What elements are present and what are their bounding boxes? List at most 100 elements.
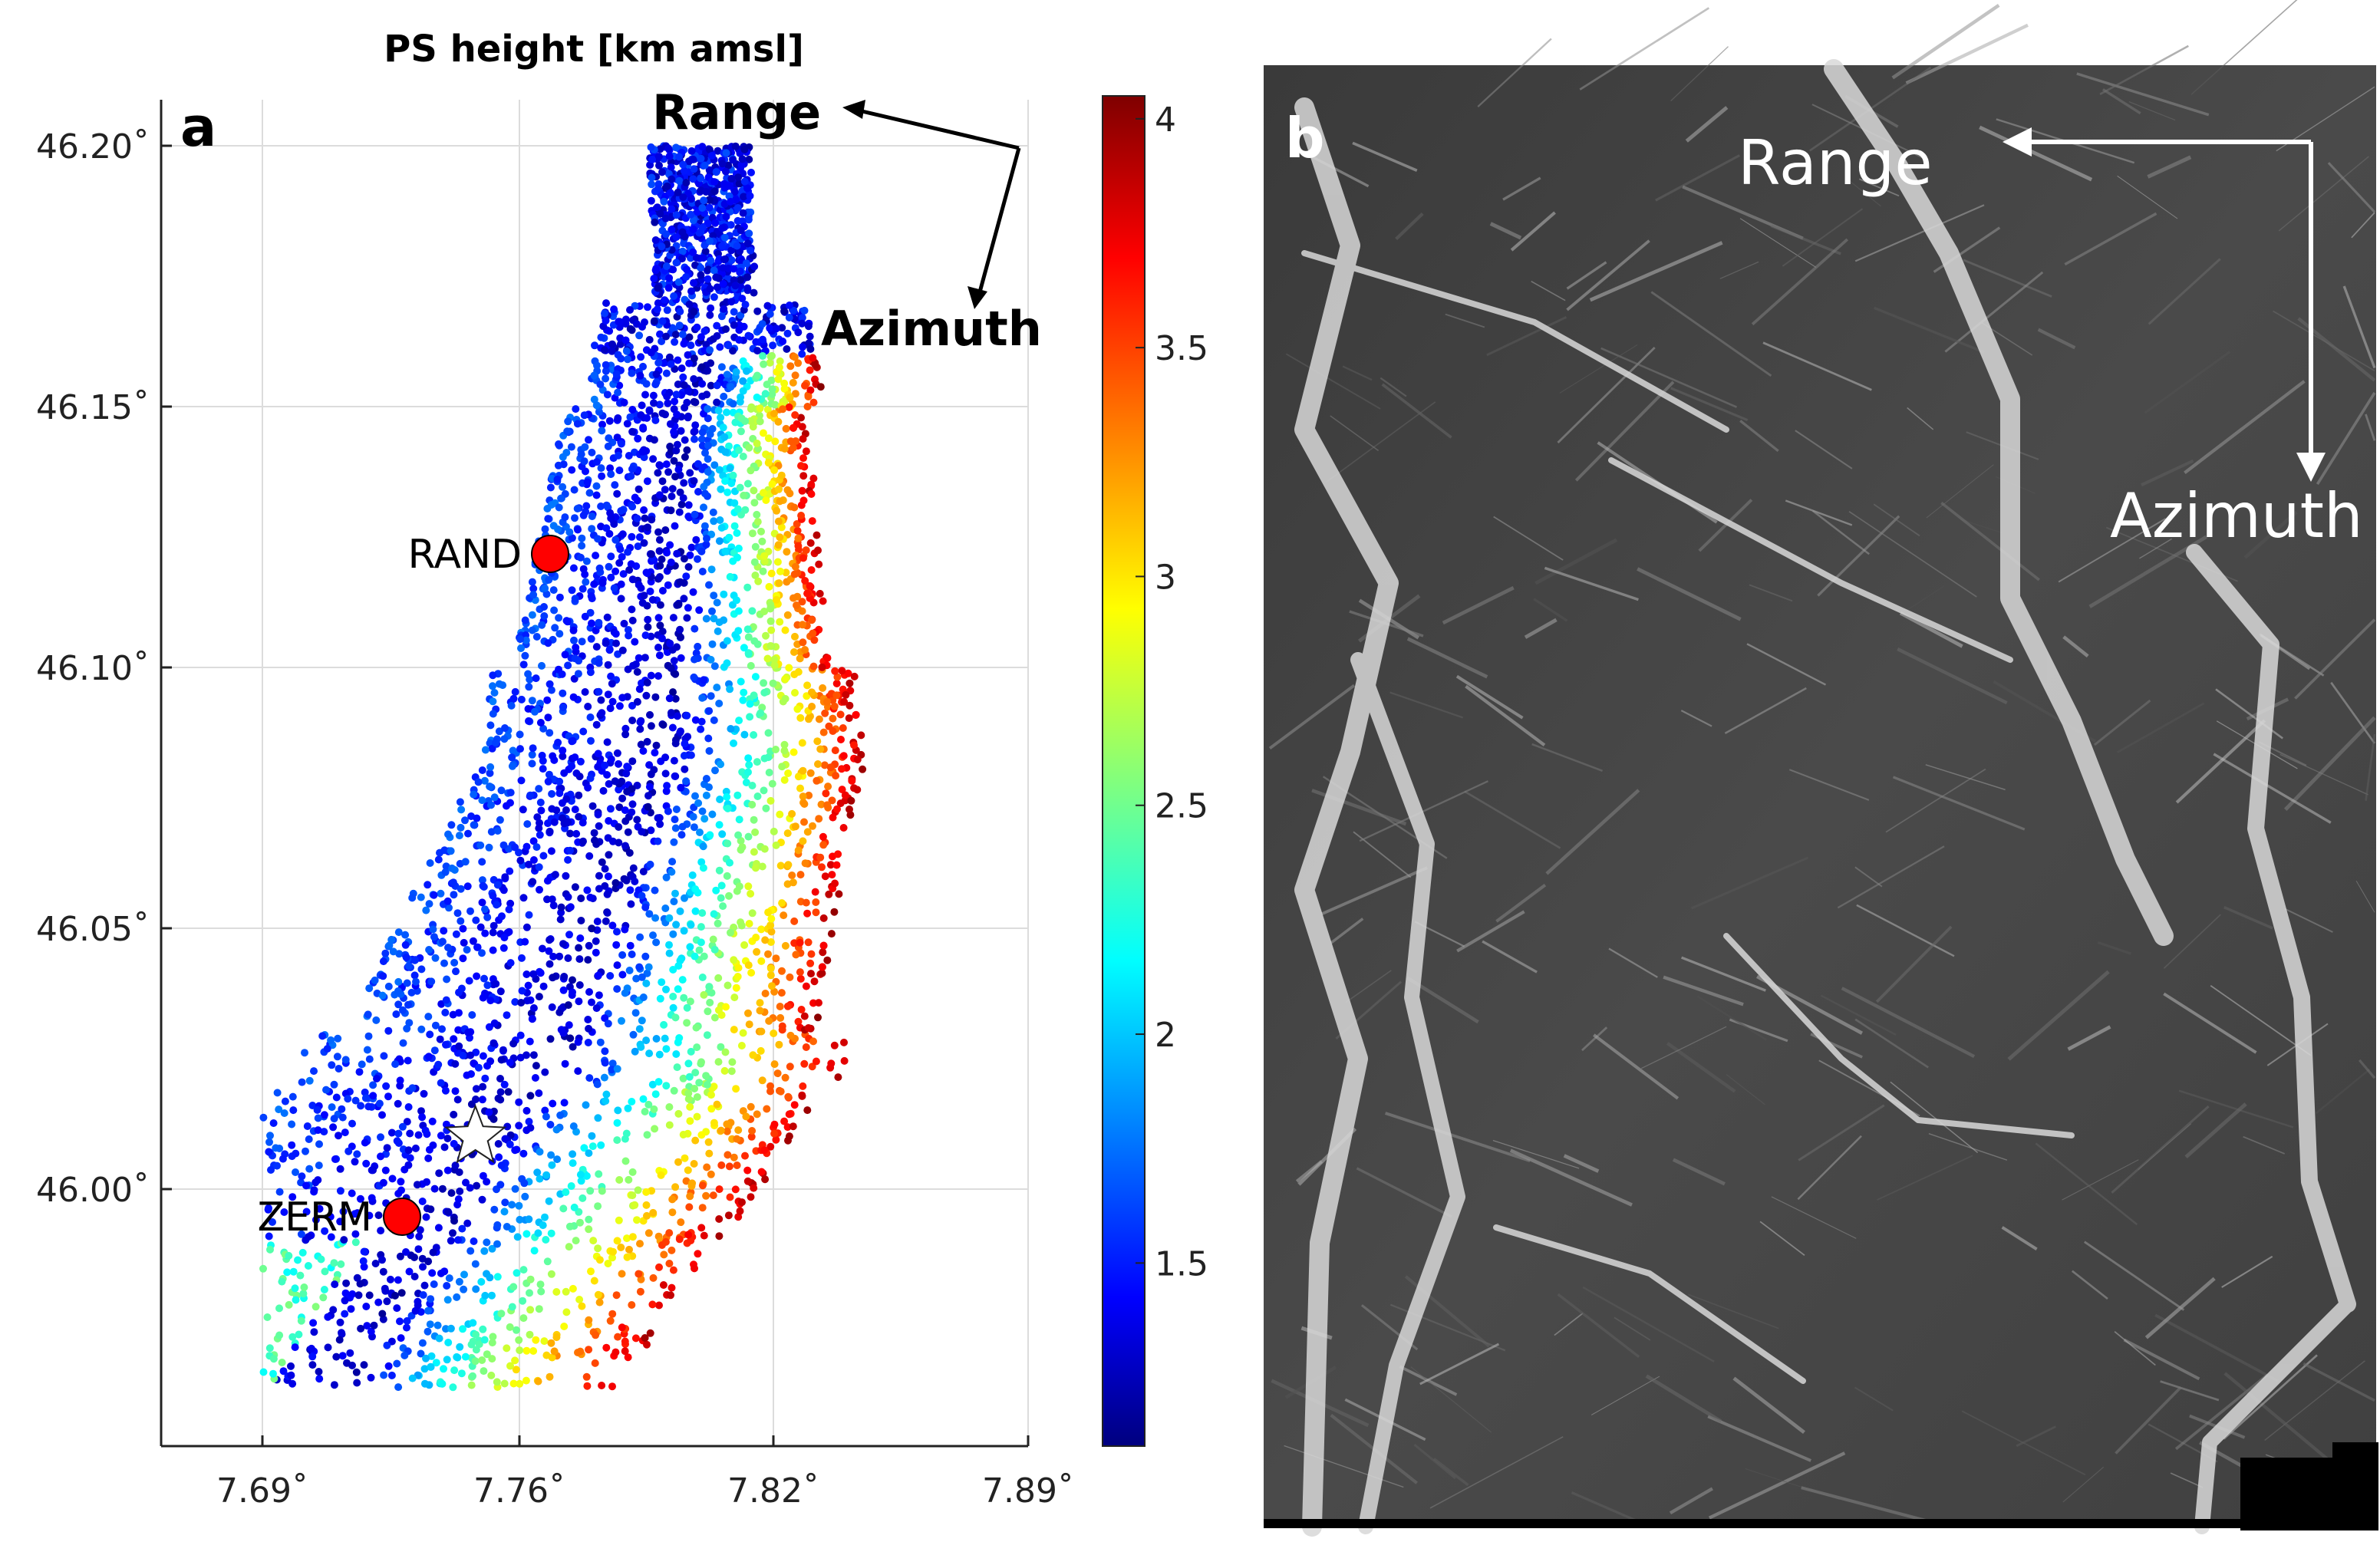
sar-streak — [1762, 341, 1872, 391]
ps-point — [658, 242, 666, 251]
ps-point — [739, 357, 747, 365]
ps-point — [832, 772, 840, 780]
ps-point — [723, 408, 730, 417]
ps-point — [324, 1343, 332, 1352]
ps-point — [648, 1080, 657, 1089]
ps-point — [670, 898, 678, 906]
ps-point — [684, 512, 693, 521]
ps-point — [355, 1068, 364, 1076]
ps-point — [614, 451, 622, 460]
ps-point — [575, 791, 583, 799]
sar-streak — [1961, 1410, 2086, 1476]
ps-point — [469, 1319, 477, 1327]
x-axis-ticks: 7.69˚ 7.76˚ 7.82˚ 7.89˚ — [216, 1435, 1074, 1511]
ps-point — [667, 1291, 674, 1300]
sar-streak — [1732, 1376, 1805, 1435]
ps-point — [375, 1099, 384, 1108]
ps-point — [628, 757, 637, 766]
ps-point — [654, 644, 662, 651]
ps-point — [384, 1092, 392, 1101]
ps-point — [559, 746, 567, 755]
ps-point — [470, 790, 478, 799]
ps-point — [697, 435, 706, 443]
ps-point — [450, 1217, 458, 1225]
ps-point — [673, 1063, 681, 1072]
ps-point — [451, 1087, 460, 1096]
ps-point — [812, 908, 820, 917]
ps-point — [833, 673, 842, 681]
ps-point — [429, 1141, 437, 1149]
ps-point — [511, 687, 519, 696]
ps-point — [522, 1051, 530, 1059]
ps-point — [791, 689, 799, 697]
ps-point — [621, 315, 630, 324]
ps-point — [493, 1240, 501, 1248]
ps-point — [472, 1285, 480, 1293]
ps-point — [288, 1193, 297, 1201]
ps-point — [287, 1362, 295, 1370]
ps-point — [585, 1346, 593, 1354]
ps-point — [638, 598, 647, 607]
ps-point — [671, 397, 679, 406]
sar-streak — [1797, 1135, 1862, 1201]
ps-point — [785, 403, 793, 411]
ps-point — [557, 494, 565, 502]
ps-point — [615, 381, 624, 390]
ps-point — [661, 904, 670, 912]
ps-point — [743, 1177, 752, 1185]
ps-point — [267, 1166, 275, 1174]
ps-point — [680, 927, 688, 935]
ps-point — [846, 701, 854, 710]
ps-point — [536, 831, 544, 839]
ps-point — [666, 189, 674, 197]
ps-point — [766, 324, 774, 332]
ps-point — [525, 1215, 533, 1224]
ps-point — [368, 1166, 376, 1175]
ps-point — [305, 1135, 313, 1143]
ps-point — [710, 1119, 718, 1127]
ps-point — [568, 534, 576, 542]
ps-point — [628, 800, 637, 809]
ps-point — [292, 1168, 299, 1176]
sar-streak — [1891, 4, 2000, 80]
ps-point — [722, 149, 730, 157]
ps-point — [607, 552, 615, 561]
ps-point — [651, 416, 660, 424]
ps-point — [574, 670, 582, 678]
ps-point — [519, 1297, 527, 1305]
ps-point — [671, 1183, 680, 1191]
sar-streak — [1579, 7, 1710, 91]
ps-point — [314, 1126, 322, 1135]
ps-point — [844, 669, 852, 677]
ps-point — [789, 748, 798, 756]
ps-point — [597, 1141, 605, 1149]
sar-streak — [1892, 776, 2026, 831]
ps-point — [655, 535, 664, 544]
ps-point — [751, 572, 760, 579]
sar-streak — [1687, 1293, 1779, 1329]
ps-point — [700, 503, 707, 512]
ps-point — [597, 696, 605, 704]
ps-point — [529, 856, 538, 864]
ps-point — [579, 837, 587, 845]
sar-streak — [2358, 1059, 2376, 1079]
ps-point — [746, 713, 754, 721]
ps-point — [383, 1144, 391, 1152]
ps-point — [639, 993, 648, 1001]
ps-point — [562, 871, 570, 880]
ps-point — [564, 661, 572, 670]
ps-point — [543, 505, 552, 512]
ps-point — [706, 346, 714, 354]
ps-point — [385, 941, 394, 950]
ps-point — [626, 306, 634, 314]
ps-point — [743, 583, 752, 591]
ps-point — [586, 713, 595, 721]
ps-point — [585, 1149, 593, 1158]
ps-point — [515, 1336, 523, 1344]
ps-point — [546, 936, 554, 944]
ps-point — [760, 754, 769, 763]
ps-point — [789, 878, 797, 887]
sar-streak — [1352, 141, 1418, 172]
ps-point — [748, 529, 757, 538]
ps-point — [634, 434, 642, 443]
